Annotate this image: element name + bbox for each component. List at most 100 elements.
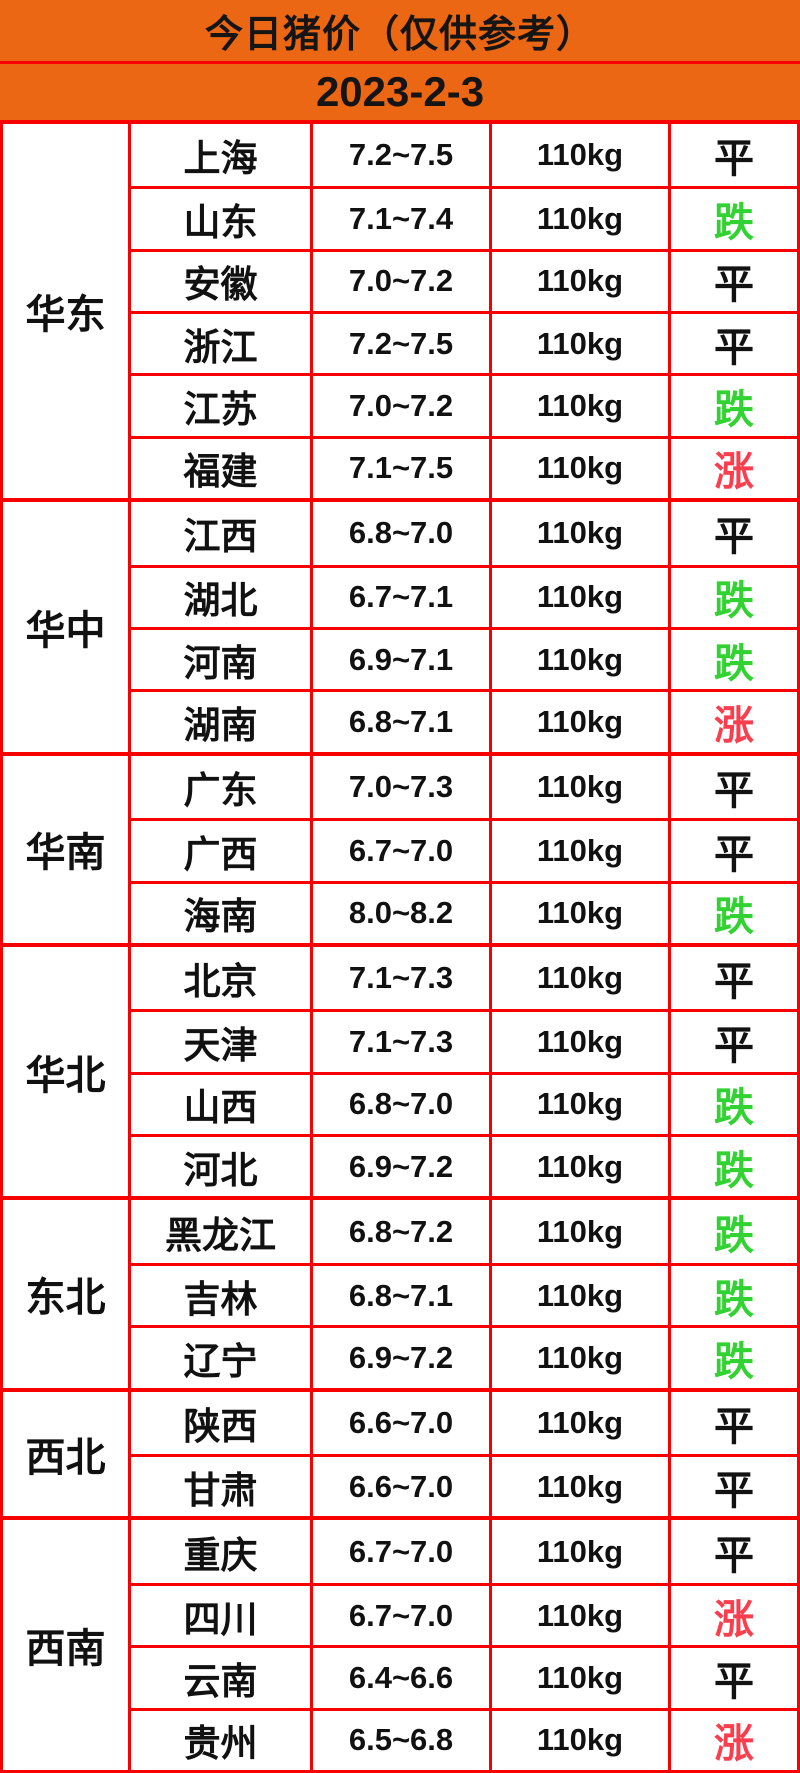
province-cell: 贵州 [128, 1710, 310, 1770]
price-cell: 6.7~7.0 [310, 821, 489, 881]
weight-cell: 110kg [489, 1328, 668, 1388]
price-cell: 6.7~7.0 [310, 1585, 489, 1646]
price-cell: 7.1~7.4 [310, 189, 489, 249]
province-cell: 四川 [128, 1585, 310, 1646]
table-row: 辽宁 6.9~7.2 110kg 跌 [128, 1325, 797, 1388]
status-cell: 跌 [668, 376, 797, 436]
region-rows: 广东 7.0~7.3 110kg 平广西 6.7~7.0 110kg 平海南 8.0~8.2 1… [128, 755, 797, 943]
table-row: 陕西 6.6~7.0 110kg 平 [128, 1391, 797, 1455]
region-rows: 北京 7.1~7.3 110kg 平天津 7.1~7.3 110kg 平山西 6.8~7.0 1… [128, 946, 797, 1197]
weight-cell: 110kg [489, 251, 668, 312]
status-cell: 平 [668, 251, 797, 312]
weight-cell: 110kg [489, 821, 668, 881]
status-cell: 跌 [668, 1137, 797, 1197]
province-cell: 云南 [128, 1648, 310, 1708]
price-cell: 6.6~7.0 [310, 1391, 489, 1455]
status-cell: 涨 [668, 1710, 797, 1770]
table-row: 海南 8.0~8.2 110kg 跌 [128, 880, 797, 943]
weight-cell: 110kg [489, 123, 668, 187]
weight-cell: 110kg [489, 692, 668, 752]
region-cell: 西北 [25, 1436, 106, 1481]
weight-cell: 110kg [489, 755, 668, 819]
province-cell: 浙江 [128, 314, 310, 374]
weight-cell: 110kg [489, 1457, 668, 1517]
weight-cell: 110kg [489, 1391, 668, 1455]
table-row: 山西 6.8~7.0 110kg 跌 [128, 1071, 797, 1135]
status-cell: 平 [668, 502, 797, 565]
status-cell: 平 [668, 123, 797, 187]
table-row: 吉林 6.8~7.1 110kg 跌 [128, 1262, 797, 1326]
weight-cell: 110kg [489, 314, 668, 374]
weight-cell: 110kg [489, 1265, 668, 1326]
province-cell: 山西 [128, 1074, 310, 1135]
status-cell: 跌 [668, 883, 797, 943]
price-cell: 6.8~7.1 [310, 692, 489, 752]
price-cell: 6.8~7.2 [310, 1200, 489, 1263]
price-cell: 6.9~7.2 [310, 1328, 489, 1388]
table-row: 天津 7.1~7.3 110kg 平 [128, 1009, 797, 1072]
table-row: 河北 6.9~7.2 110kg 跌 [128, 1134, 797, 1197]
price-cell: 7.0~7.3 [310, 755, 489, 819]
table-row: 四川 6.7~7.0 110kg 涨 [128, 1582, 797, 1646]
weight-cell: 110kg [489, 376, 668, 436]
table-row: 北京 7.1~7.3 110kg 平 [128, 946, 797, 1010]
table-row: 云南 6.4~6.6 110kg 平 [128, 1645, 797, 1708]
weight-cell: 110kg [489, 1012, 668, 1072]
date-label: 2023-2-3 [0, 63, 800, 124]
weight-cell: 110kg [489, 1137, 668, 1197]
table-row: 黑龙江 6.8~7.2 110kg 跌 [128, 1200, 797, 1263]
province-cell: 河北 [128, 1137, 310, 1197]
price-table: 华东 上海 7.2~7.5 110kg 平山东 7.1~7.4 110kg 跌安徽 7.0~7.… [0, 123, 800, 1773]
weight-cell: 110kg [489, 946, 668, 1010]
table-row: 重庆 6.7~7.0 110kg 平 [128, 1520, 797, 1583]
region-cell: 华中 [25, 608, 106, 653]
table-row: 湖南 6.8~7.1 110kg 涨 [128, 689, 797, 752]
status-cell: 跌 [668, 1074, 797, 1135]
province-cell: 黑龙江 [128, 1200, 310, 1263]
table-row: 甘肃 6.6~7.0 110kg 平 [128, 1454, 797, 1517]
table-row: 安徽 7.0~7.2 110kg 平 [128, 248, 797, 312]
region-cell: 华北 [25, 1053, 106, 1098]
table-row: 山东 7.1~7.4 110kg 跌 [128, 186, 797, 249]
price-cell: 6.7~7.0 [310, 1520, 489, 1583]
table-row: 浙江 7.2~7.5 110kg 平 [128, 311, 797, 374]
region-cell: 东北 [25, 1276, 106, 1321]
price-cell: 7.1~7.3 [310, 946, 489, 1010]
weight-cell: 110kg [489, 1520, 668, 1583]
table-row: 上海 7.2~7.5 110kg 平 [128, 123, 797, 187]
region-cell: 华东 [25, 293, 106, 338]
table-row: 江苏 7.0~7.2 110kg 跌 [128, 373, 797, 436]
region-rows: 陕西 6.6~7.0 110kg 平甘肃 6.6~7.0 110kg 平 [128, 1391, 797, 1517]
province-cell: 江西 [128, 502, 310, 565]
status-cell: 跌 [668, 1265, 797, 1326]
table-row: 福建 7.1~7.5 110kg 涨 [128, 435, 797, 499]
table-row: 河南 6.9~7.1 110kg 跌 [128, 626, 797, 690]
status-cell: 平 [668, 1457, 797, 1517]
table-row: 湖北 6.7~7.1 110kg 跌 [128, 564, 797, 627]
status-cell: 平 [668, 1012, 797, 1072]
province-cell: 安徽 [128, 251, 310, 312]
weight-cell: 110kg [489, 1585, 668, 1646]
price-cell: 7.1~7.5 [310, 438, 489, 499]
price-cell: 6.4~6.6 [310, 1648, 489, 1708]
status-cell: 跌 [668, 1200, 797, 1263]
price-cell: 6.7~7.1 [310, 567, 489, 627]
status-cell: 平 [668, 1520, 797, 1583]
region-rows: 上海 7.2~7.5 110kg 平山东 7.1~7.4 110kg 跌安徽 7.0~7.2 1… [128, 123, 797, 499]
status-cell: 平 [668, 821, 797, 881]
status-cell: 平 [668, 755, 797, 819]
status-cell: 跌 [668, 189, 797, 249]
price-cell: 6.5~6.8 [310, 1710, 489, 1770]
weight-cell: 110kg [489, 438, 668, 499]
province-cell: 陕西 [128, 1391, 310, 1455]
price-cell: 6.9~7.2 [310, 1137, 489, 1197]
province-cell: 天津 [128, 1012, 310, 1072]
price-cell: 7.2~7.5 [310, 314, 489, 374]
region-block-3: 华北 北京 7.1~7.3 110kg 平天津 7.1~7.3 110kg 平山西 6.8~7.… [3, 942, 797, 1197]
region-block-0: 华东 上海 7.2~7.5 110kg 平山东 7.1~7.4 110kg 跌安徽 7.0~7.… [3, 123, 797, 499]
region-cell: 华南 [25, 831, 106, 876]
price-cell: 8.0~8.2 [310, 883, 489, 943]
province-cell: 山东 [128, 189, 310, 249]
region-rows: 黑龙江 6.8~7.2 110kg 跌吉林 6.8~7.1 110kg 跌辽宁 6.9~7.2… [128, 1200, 797, 1388]
region-block-4: 东北 黑龙江 6.8~7.2 110kg 跌吉林 6.8~7.1 110kg 跌辽宁 6.9~7… [3, 1196, 797, 1388]
